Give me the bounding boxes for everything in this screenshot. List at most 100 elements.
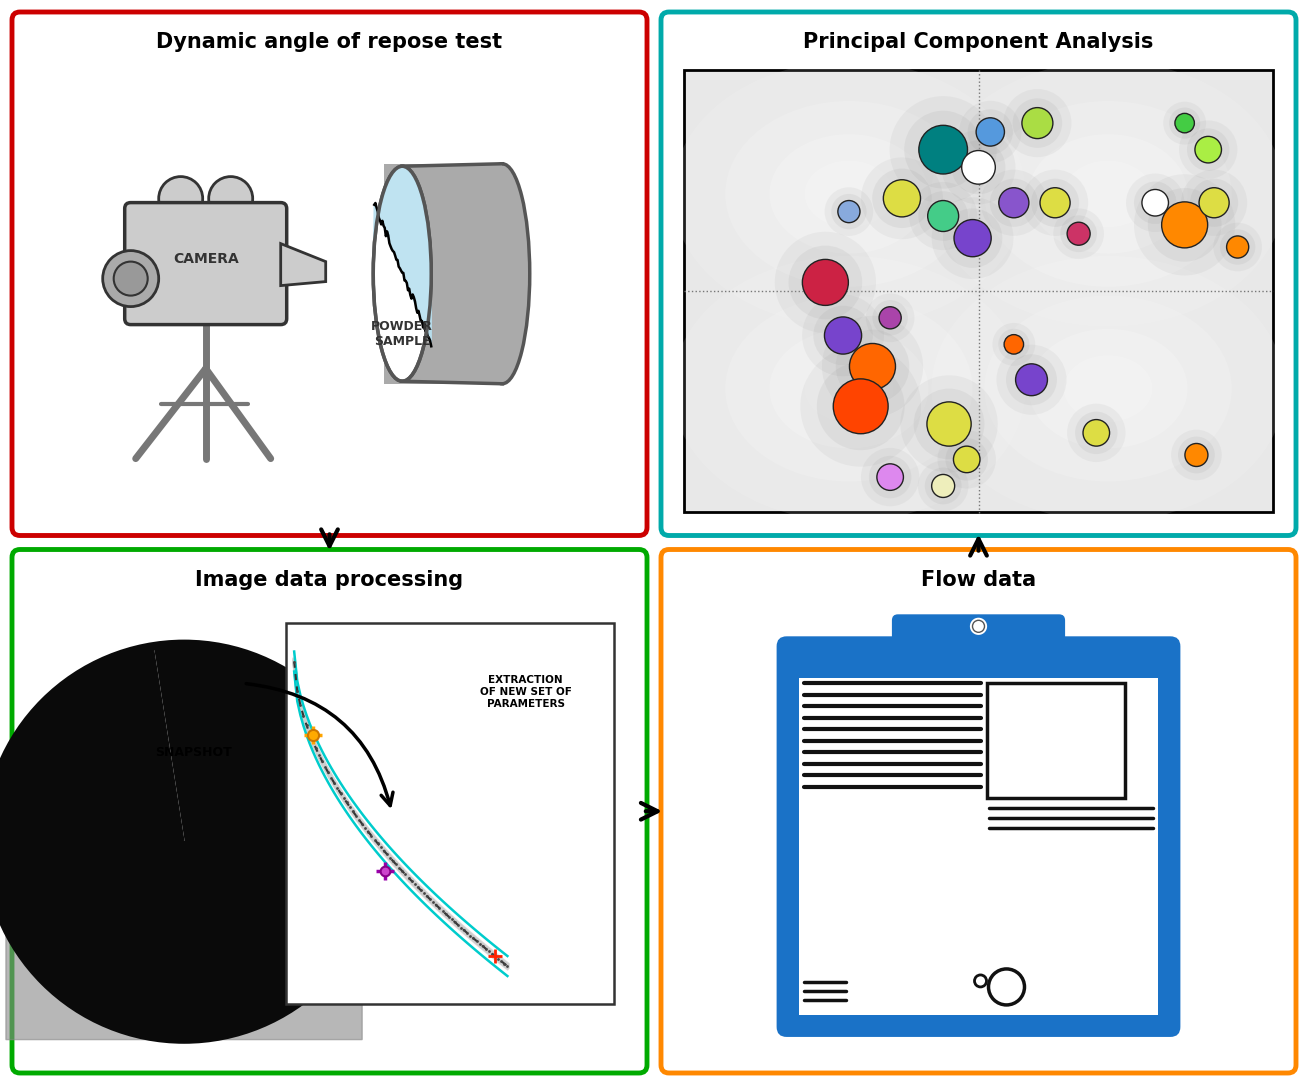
- Ellipse shape: [938, 430, 995, 488]
- Ellipse shape: [1012, 99, 1062, 148]
- Polygon shape: [0, 647, 382, 1039]
- Text: EXTRACTION
OF NEW SET OF
PARAMETERS: EXTRACTION OF NEW SET OF PARAMETERS: [480, 675, 572, 709]
- Ellipse shape: [1063, 356, 1152, 422]
- Circle shape: [1005, 334, 1024, 354]
- Circle shape: [849, 344, 896, 390]
- Ellipse shape: [952, 140, 1006, 194]
- Bar: [684, 71, 1273, 512]
- Circle shape: [1185, 444, 1207, 467]
- Ellipse shape: [1179, 436, 1215, 473]
- Ellipse shape: [1022, 169, 1088, 235]
- Ellipse shape: [869, 456, 912, 498]
- Polygon shape: [281, 244, 326, 285]
- Circle shape: [802, 259, 849, 305]
- Bar: [986, 684, 1125, 797]
- Ellipse shape: [914, 388, 985, 459]
- Polygon shape: [0, 647, 382, 1039]
- Ellipse shape: [1028, 329, 1188, 448]
- Circle shape: [976, 118, 1005, 146]
- Bar: [286, 624, 615, 1004]
- Circle shape: [954, 219, 991, 257]
- Ellipse shape: [990, 179, 1039, 227]
- Circle shape: [927, 401, 971, 446]
- Circle shape: [879, 307, 901, 329]
- Ellipse shape: [918, 461, 968, 511]
- Ellipse shape: [997, 345, 1066, 414]
- Ellipse shape: [889, 97, 997, 203]
- Circle shape: [961, 151, 995, 184]
- Ellipse shape: [816, 362, 905, 450]
- Polygon shape: [373, 166, 432, 344]
- Ellipse shape: [909, 182, 977, 251]
- Circle shape: [1067, 222, 1090, 245]
- Ellipse shape: [1061, 215, 1097, 252]
- Ellipse shape: [789, 245, 862, 319]
- Ellipse shape: [1003, 89, 1071, 157]
- FancyBboxPatch shape: [777, 636, 1180, 1037]
- Ellipse shape: [918, 191, 968, 241]
- Ellipse shape: [802, 295, 884, 376]
- Ellipse shape: [725, 101, 973, 286]
- Circle shape: [114, 261, 148, 295]
- FancyBboxPatch shape: [661, 549, 1296, 1073]
- Ellipse shape: [925, 468, 961, 505]
- FancyBboxPatch shape: [661, 12, 1296, 536]
- Ellipse shape: [981, 169, 1046, 235]
- Ellipse shape: [942, 130, 1015, 204]
- Ellipse shape: [774, 232, 876, 333]
- Circle shape: [931, 474, 955, 497]
- Circle shape: [1015, 363, 1048, 396]
- Ellipse shape: [931, 197, 1014, 279]
- Text: Dynamic angle of repose test: Dynamic angle of repose test: [157, 31, 502, 52]
- Circle shape: [158, 177, 203, 220]
- Circle shape: [1142, 190, 1168, 216]
- Text: SNAPSHOT: SNAPSHOT: [156, 746, 233, 759]
- Circle shape: [1199, 188, 1230, 218]
- Text: Image data processing: Image data processing: [195, 570, 463, 589]
- Ellipse shape: [769, 329, 929, 448]
- FancyBboxPatch shape: [12, 549, 647, 1073]
- Circle shape: [209, 177, 252, 220]
- Ellipse shape: [1214, 222, 1262, 271]
- Ellipse shape: [814, 306, 872, 366]
- Ellipse shape: [1053, 208, 1104, 259]
- Ellipse shape: [1148, 188, 1222, 261]
- Text: CAMERA: CAMERA: [173, 252, 238, 266]
- FancyBboxPatch shape: [892, 614, 1065, 656]
- Circle shape: [1083, 420, 1109, 446]
- Text: Principal Component Analysis: Principal Component Analysis: [803, 31, 1154, 52]
- Ellipse shape: [1186, 128, 1230, 171]
- Ellipse shape: [985, 101, 1232, 286]
- Circle shape: [103, 251, 158, 307]
- Circle shape: [0, 643, 382, 1039]
- Text: POWDER
SAMPLE: POWDER SAMPLE: [371, 320, 433, 348]
- Circle shape: [999, 188, 1029, 218]
- Ellipse shape: [985, 296, 1232, 482]
- Ellipse shape: [1028, 135, 1188, 254]
- Ellipse shape: [1134, 175, 1235, 276]
- Ellipse shape: [804, 161, 893, 227]
- Ellipse shape: [769, 135, 929, 254]
- Polygon shape: [7, 842, 362, 1039]
- Ellipse shape: [998, 329, 1029, 360]
- FancyBboxPatch shape: [124, 203, 286, 324]
- Circle shape: [1040, 188, 1070, 218]
- Ellipse shape: [824, 188, 874, 235]
- Ellipse shape: [959, 101, 1022, 163]
- Ellipse shape: [725, 296, 973, 482]
- Circle shape: [968, 616, 989, 636]
- Bar: [799, 678, 1159, 1014]
- Ellipse shape: [1126, 174, 1185, 232]
- Circle shape: [833, 379, 888, 434]
- Circle shape: [927, 201, 959, 231]
- Ellipse shape: [672, 256, 1025, 522]
- Ellipse shape: [836, 330, 909, 404]
- Ellipse shape: [373, 166, 432, 381]
- Ellipse shape: [946, 438, 988, 481]
- Ellipse shape: [1006, 355, 1057, 405]
- Ellipse shape: [943, 208, 1002, 268]
- Circle shape: [973, 621, 985, 633]
- Ellipse shape: [831, 194, 867, 229]
- Ellipse shape: [1067, 404, 1125, 462]
- Ellipse shape: [1190, 179, 1239, 227]
